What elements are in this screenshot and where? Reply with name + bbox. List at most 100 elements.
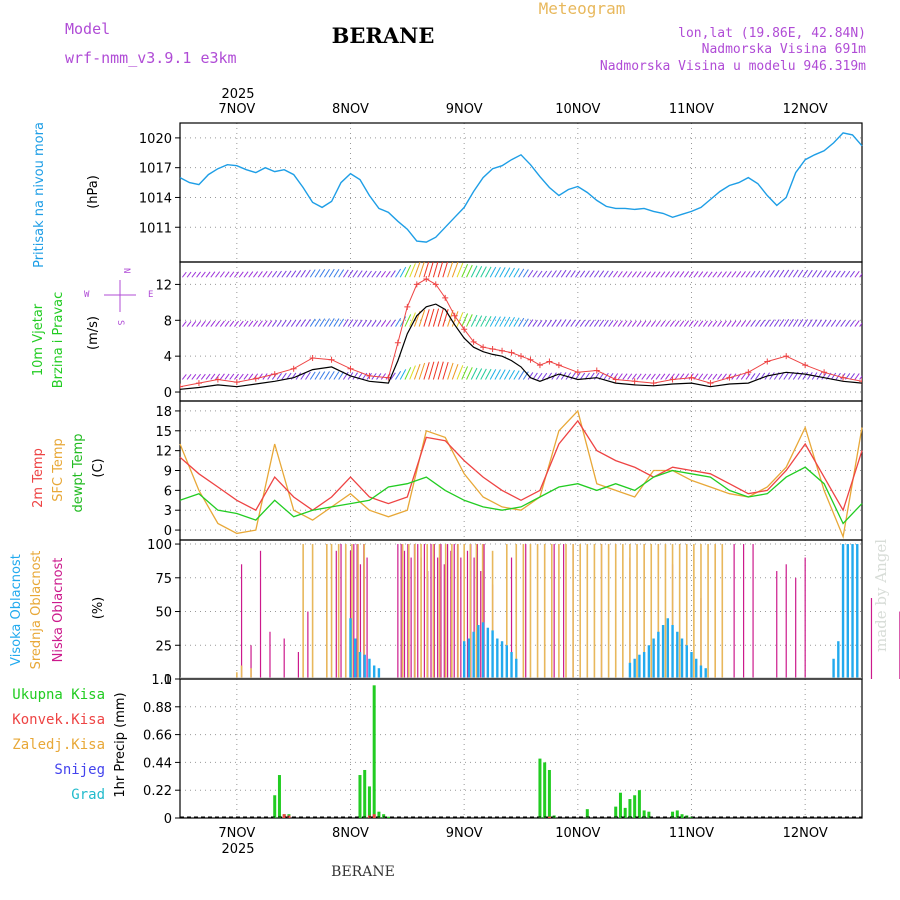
wind-barb-118 [740,373,746,380]
wind-barb-59 [461,366,469,380]
wind-barb-261 [736,320,742,327]
panel-frame-3 [179,539,863,680]
wind-barb-3 [196,373,201,380]
wind-barb-92 [617,373,623,380]
cloud-bar-1-31 [536,544,539,679]
wind-barb-395 [688,271,694,278]
wind-barb-308 [276,270,282,278]
wind-barb-191 [404,314,412,327]
wind-barb-82 [570,372,576,380]
wind-barb-6 [210,373,216,380]
station-title: BERANE [332,23,435,48]
wind-speed-line [180,303,862,390]
cloud-bar-1-25 [481,544,484,679]
cloud-bar-0-38 [466,550,469,679]
cloud-bar-0-63 [752,544,754,679]
cloud-bar-0-28 [433,544,435,679]
cloud-bar-1-4 [311,544,314,679]
wind-barb-392 [674,271,680,278]
wind-barb-286 [854,320,860,327]
wind-barb-247 [669,320,675,327]
wind-barb-397 [698,271,704,278]
precip-bar-1-3 [372,814,376,818]
wind-barb-32 [333,371,340,380]
wind-barb-268 [769,319,775,327]
wind-gust-point-30 [574,369,581,376]
wind-barb-370 [570,270,576,278]
wind-barb-135 [821,372,827,380]
wind-barb-65 [489,369,497,380]
cloud-bar-2-19 [628,662,632,679]
wind-barb-260 [731,320,737,327]
wind-gust-point-3 [233,379,240,386]
wind-gust-point-21 [480,344,487,351]
wind-barb-284 [845,320,851,327]
wind-barb-20 [276,372,282,380]
ytick-label-2-2: 6 [164,484,172,499]
wind-barb-111 [707,373,713,380]
wind-barb-379 [612,270,619,278]
wind-barb-45 [395,370,402,380]
wind-barb-36 [352,372,358,380]
wind-barb-56 [447,362,454,380]
cloud-bar-1-43 [622,544,624,679]
legend-konvek: Konvek.Kisa [12,712,105,728]
wind-barb-319 [328,268,335,278]
wind-barb-310 [286,270,292,278]
wind-barb-168 [295,319,302,327]
wind-barb-430 [854,270,860,278]
wind-barb-230 [589,319,595,327]
ytick-label-3-0: 0 [164,673,172,688]
wind-barb-245 [660,320,666,327]
wind-barb-185 [376,320,382,327]
wind-barb-377 [603,270,609,278]
wind-barb-318 [324,268,330,278]
cloud-bar-2-14 [496,638,499,679]
wind-barb-405 [736,271,742,278]
ytick-label-2-1: 3 [164,504,172,519]
ytick-label-1-3: 12 [155,278,172,293]
wind-barb-390 [665,271,671,278]
wind-barb-300 [238,271,244,278]
precip-bar-0-25 [675,810,679,818]
wind-barb-99 [650,373,656,380]
wind-barb-171 [309,318,316,327]
pressure-title: Pritisak na nivou mora [32,122,47,268]
wind-barb-169 [300,319,306,327]
cloud-bar-1-57 [721,544,724,679]
wind-barb-93 [622,373,628,380]
wind-barb-16 [257,373,263,380]
wind-barb-414 [778,269,785,278]
ytick-label-1-0: 0 [164,386,172,401]
wind-barb-335 [404,264,412,278]
cloud-bar-2-40 [851,544,854,679]
wind-barb-209 [489,316,497,327]
wind-barb-205 [470,314,478,327]
precip-bar-0-15 [585,809,589,818]
legend-zaledj: Zaledj.Kisa [12,737,105,753]
date-bottom-5: 12NOV [783,826,828,841]
watermark: made by Angel [872,539,890,652]
cloud-bar-0-4 [283,638,285,679]
ytick-label-3-1: 25 [155,639,172,654]
wind-barb-252 [693,320,699,327]
wind-barb-155 [234,320,239,327]
model-elevation-label: Nadmorska Visina u modelu 946.319m [600,59,866,74]
wind-barb-222 [551,319,557,327]
wind-barb-90 [608,373,614,380]
cloud-bar-1-36 [572,544,574,679]
cloud-bar-2-28 [671,625,674,679]
wind-barb-408 [750,270,756,278]
wind-gust-point-27 [536,362,543,369]
wind-barb-95 [631,373,637,380]
coords-label: lon,lat (19.86E, 42.84N) [678,26,866,41]
cloud-bar-1-42 [614,544,617,679]
wind-barb-313 [300,269,306,278]
wind-barb-254 [702,320,708,327]
wind-barb-304 [257,271,263,278]
wind-barb-415 [783,269,790,278]
cloud-bar-1-20 [451,544,453,679]
compass-rose: N E W S [84,268,153,325]
cloud-bar-2-26 [661,625,665,679]
wind-barb-262 [740,320,746,327]
